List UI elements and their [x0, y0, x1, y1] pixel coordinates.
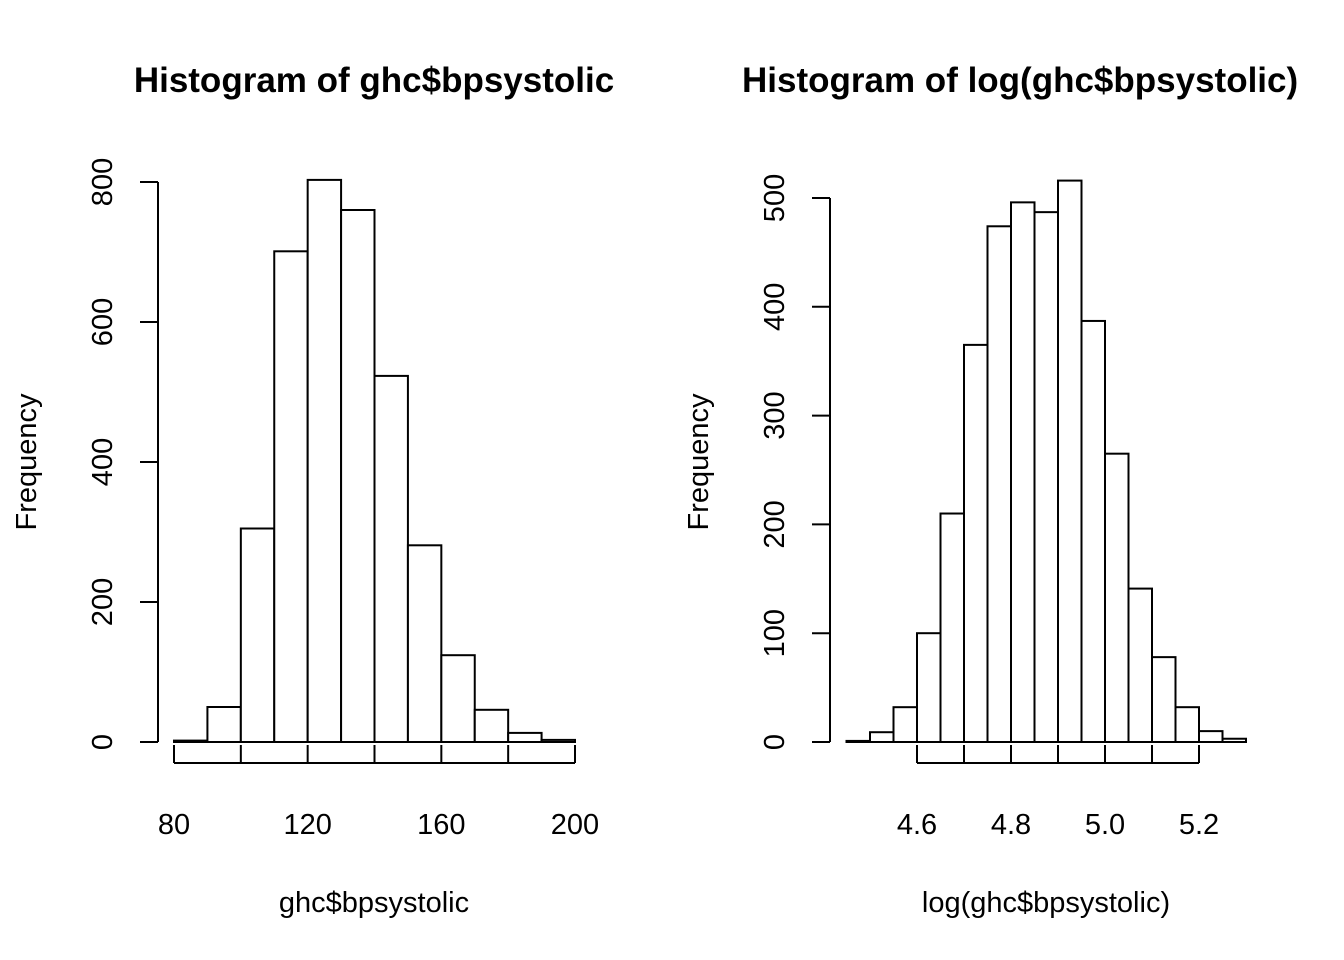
histogram-bar [1174, 706, 1200, 744]
y-tick-label: 200 [87, 578, 119, 626]
bars [173, 178, 576, 744]
histogram-bar [892, 706, 918, 744]
histogram-bar [273, 250, 309, 744]
histogram-bar [239, 527, 276, 743]
y-tick-label: 400 [87, 438, 119, 486]
x-tick-label: 4.6 [897, 809, 937, 841]
histogram-bar [1080, 319, 1106, 743]
histogram-bar [845, 739, 871, 743]
x-tick-label: 5.0 [1085, 809, 1125, 841]
histogram-bar [507, 731, 543, 744]
y-axis-label: Frequency [683, 393, 715, 531]
histogram-panel-log-bpsystolic: Histogram of log(ghc$bpsystolic) log(ghc… [683, 61, 1298, 919]
histogram-bar [1151, 656, 1177, 743]
y-tick-label: 100 [759, 609, 791, 657]
x-axis: 80 120 160 200 [158, 745, 599, 841]
histogram-bar [540, 738, 576, 744]
x-axis-label: ghc$bpsystolic [279, 887, 469, 919]
y-axis: 0 200 400 600 800 [87, 158, 159, 750]
x-tick-label: 120 [283, 809, 331, 841]
histogram-bar [306, 178, 343, 743]
x-tick-label: 80 [158, 809, 190, 841]
y-tick-label: 300 [759, 391, 791, 439]
histogram-bar [963, 343, 989, 743]
y-tick-label: 600 [87, 298, 119, 346]
histogram-bar [916, 632, 942, 744]
x-tick-label: 200 [551, 809, 599, 841]
histogram-bar [1221, 737, 1247, 744]
x-axis: 4.6 4.8 5.0 5.2 [897, 745, 1219, 841]
chart-title: Histogram of log(ghc$bpsystolic) [742, 61, 1298, 100]
y-tick-label: 0 [759, 734, 791, 750]
y-axis: 0 100 200 300 400 500 [759, 174, 831, 750]
chart-title: Histogram of ghc$bpsystolic [134, 61, 614, 100]
histogram-bar [939, 512, 965, 744]
y-tick-label: 200 [759, 500, 791, 548]
histogram-bar [373, 374, 409, 743]
x-axis-label: log(ghc$bpsystolic) [922, 887, 1170, 919]
x-tick-label: 4.8 [991, 809, 1031, 841]
x-tick-label: 5.2 [1179, 809, 1219, 841]
histogram-bar [406, 544, 443, 743]
histogram-bar [1198, 730, 1224, 743]
histogram-bar [1033, 211, 1059, 744]
histogram-bar [206, 706, 242, 743]
histogram-bar [1104, 452, 1130, 743]
y-axis-label: Frequency [11, 393, 43, 531]
histogram-bar [340, 209, 376, 743]
histogram-bar [473, 708, 510, 743]
y-tick-label: 800 [87, 158, 119, 206]
histogram-bar [440, 654, 476, 744]
histogram-bar [1057, 179, 1083, 744]
y-tick-label: 500 [759, 174, 791, 222]
bars [845, 179, 1247, 744]
histogram-panel-bpsystolic: Histogram of ghc$bpsystolic ghc$bpsystol… [11, 61, 614, 919]
histogram-bar [1127, 587, 1153, 743]
y-tick-label: 400 [759, 283, 791, 331]
y-tick-label: 0 [87, 734, 119, 750]
histogram-bar [869, 731, 895, 744]
histogram-bar [173, 739, 209, 743]
x-tick-label: 160 [417, 809, 465, 841]
histogram-bar [986, 225, 1012, 743]
histogram-bar [1010, 201, 1036, 744]
